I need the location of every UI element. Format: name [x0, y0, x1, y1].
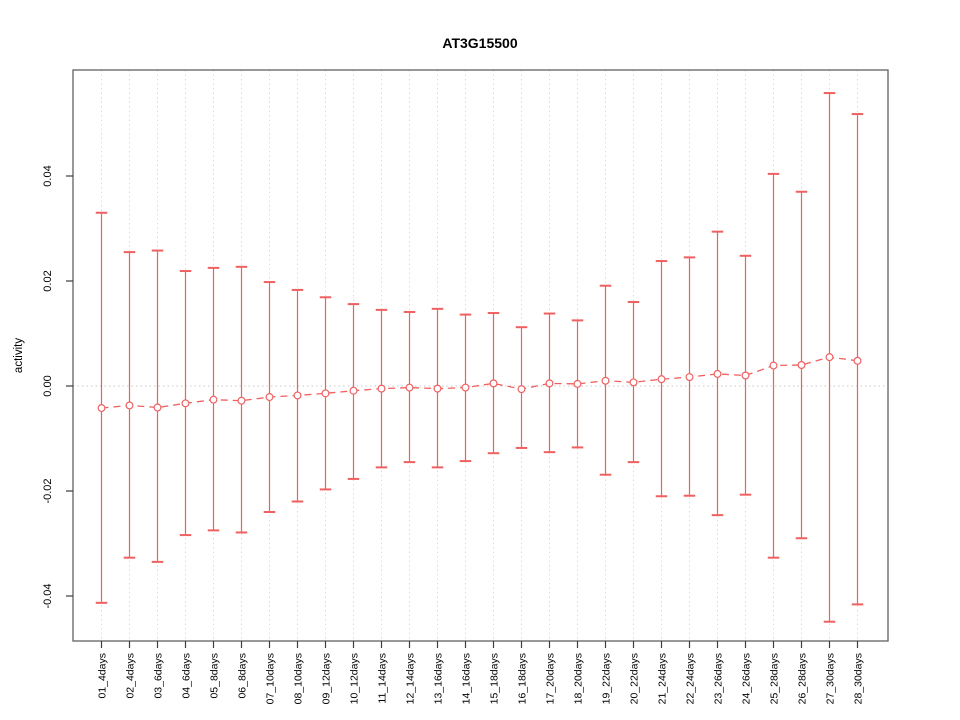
data-point	[601, 376, 610, 385]
data-point	[517, 385, 526, 394]
data-point	[209, 395, 218, 404]
data-point	[461, 383, 470, 392]
data-point	[741, 371, 750, 380]
x-tick-label: 13_16days	[432, 653, 444, 704]
x-tick-label: 03_6days	[152, 653, 164, 699]
data-point	[349, 386, 358, 395]
x-tick-label: 24_26days	[740, 653, 752, 704]
data-point	[685, 373, 694, 382]
x-tick-label: 17_20days	[544, 653, 556, 704]
data-point	[153, 403, 162, 412]
x-tick-label: 06_8days	[236, 653, 248, 699]
data-point	[181, 399, 190, 408]
data-point	[797, 361, 806, 370]
frame-layer	[72, 69, 889, 642]
data-point	[489, 379, 498, 388]
x-tick-label: 04_6days	[180, 653, 192, 699]
series-layer	[95, 92, 864, 623]
x-tick-label: 02_4days	[124, 653, 136, 699]
y-tick-label: 0.02	[42, 270, 54, 291]
x-tick-label: 14_16days	[460, 653, 472, 704]
x-tick-label: 01_4days	[96, 653, 108, 699]
data-point	[377, 384, 386, 393]
x-tick-label: 05_8days	[208, 653, 220, 699]
x-tick-label: 16_18days	[516, 653, 528, 704]
x-tick-label: 09_12days	[320, 653, 332, 704]
x-tick-label: 07_10days	[264, 653, 276, 704]
x-tick-label: 12_14days	[404, 653, 416, 704]
data-point	[629, 378, 638, 387]
data-point	[293, 391, 302, 400]
data-point	[825, 353, 834, 362]
data-point	[545, 379, 554, 388]
y-axis-label: activity	[13, 338, 25, 373]
x-tick-label: 10_12days	[348, 653, 360, 704]
data-point	[265, 393, 274, 402]
x-tick-label: 11_14days	[376, 653, 388, 704]
x-tick-label: 18_20days	[572, 653, 584, 704]
data-point	[657, 375, 666, 384]
grid-layer	[73, 70, 888, 641]
x-tick-label: 28_30days	[852, 653, 864, 704]
data-point	[433, 384, 442, 393]
axis-layer: -0.04 -0.02 0.00 0.02 0.04 01_4days 02_4days 03…	[42, 165, 864, 704]
chart-title: AT3G15500	[442, 35, 517, 51]
x-tick-label: 23_26days	[712, 653, 724, 704]
x-tick-label: 20_22days	[628, 653, 640, 704]
data-point	[853, 356, 862, 365]
x-tick-label: 21_24days	[656, 653, 668, 704]
y-tick-label: 0.00	[42, 375, 54, 396]
x-tick-label: 27_30days	[824, 653, 836, 704]
data-point	[405, 383, 414, 392]
x-tick-label: 15_18days	[488, 653, 500, 704]
x-tick-label: 26_28days	[796, 653, 808, 704]
data-point	[97, 404, 106, 413]
y-tick-label: -0.04	[42, 583, 54, 608]
data-point	[321, 389, 330, 398]
x-tick-label: 19_22days	[600, 653, 612, 704]
x-tick-label: 25_28days	[768, 653, 780, 704]
data-point	[769, 361, 778, 370]
data-point	[125, 401, 134, 410]
plot-frame	[72, 69, 889, 642]
y-tick-label: -0.02	[42, 478, 54, 503]
data-point	[713, 369, 722, 378]
series-line	[101, 356, 858, 409]
data-point	[573, 379, 582, 388]
x-tick-label: 08_10days	[292, 653, 304, 704]
data-point	[237, 396, 246, 405]
x-tick-label: 22_24days	[684, 653, 696, 704]
y-tick-label: 0.04	[42, 165, 54, 186]
